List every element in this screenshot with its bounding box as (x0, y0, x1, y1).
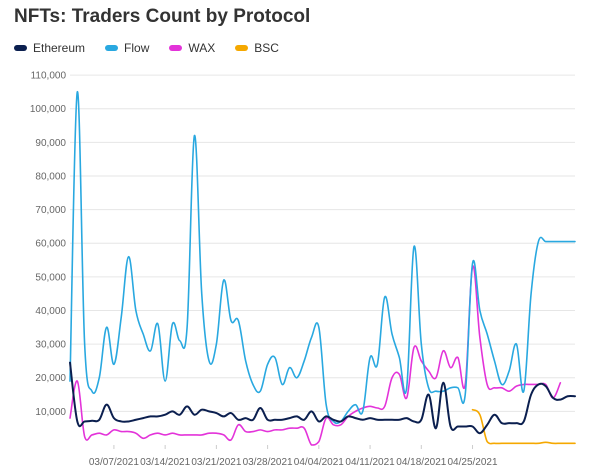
series-line-bsc[interactable] (471, 408, 576, 445)
legend-swatch-flow (105, 45, 119, 51)
chart-title: NFTs: Traders Count by Protocol (14, 6, 311, 27)
y-tick-label: 30,000 (35, 340, 66, 351)
series-line-flow[interactable] (69, 91, 576, 425)
y-tick-label: 110,000 (31, 71, 67, 82)
grid-lines (70, 74, 575, 412)
y-tick-label: 100,000 (30, 104, 67, 115)
x-tick-label: 04/18/2021 (396, 457, 446, 468)
x-tick-label: 03/14/2021 (140, 457, 190, 468)
series-lines (69, 91, 576, 446)
y-tick-label: 10,000 (35, 407, 66, 418)
legend-swatch-bsc (235, 45, 249, 51)
legend-item-bsc[interactable]: BSC (235, 41, 279, 55)
x-tick-label: 03/07/2021 (89, 457, 139, 468)
legend-label-bsc: BSC (254, 41, 279, 55)
y-tick-label: 70,000 (35, 205, 66, 216)
x-axis-ticks: 03/07/2021 03/14/2021 03/21/2021 03/28/2021… (89, 445, 498, 468)
series-line-ethereum[interactable] (69, 361, 576, 435)
x-tick-label: 03/21/2021 (191, 457, 241, 468)
legend-swatch-ethereum (14, 45, 27, 51)
y-tick-label: 80,000 (35, 171, 66, 182)
y-axis-ticks: 10,000 20,000 30,000 40,000 50,000 60,000 70,0… (30, 71, 67, 418)
legend-item-wax[interactable]: WAX (169, 41, 215, 55)
legend-item-ethereum[interactable]: Ethereum (14, 41, 85, 55)
legend-label-flow: Flow (124, 41, 150, 55)
y-tick-label: 90,000 (35, 138, 66, 149)
legend-label-wax: WAX (188, 41, 216, 55)
chart-legend: Ethereum Flow WAX BSC (14, 41, 299, 55)
y-tick-label: 60,000 (35, 239, 66, 250)
y-tick-label: 50,000 (35, 272, 66, 283)
legend-item-flow[interactable]: Flow (105, 41, 149, 55)
x-tick-label: 04/25/2021 (448, 457, 498, 468)
x-tick-label: 04/04/2021 (294, 457, 344, 468)
x-tick-label: 04/11/2021 (345, 457, 395, 468)
y-tick-label: 20,000 (35, 373, 66, 384)
series-line-wax[interactable] (69, 265, 562, 446)
x-tick-label: 03/28/2021 (243, 457, 293, 468)
legend-swatch-wax (169, 45, 183, 51)
legend-label-ethereum: Ethereum (33, 41, 86, 55)
y-tick-label: 40,000 (35, 306, 66, 317)
